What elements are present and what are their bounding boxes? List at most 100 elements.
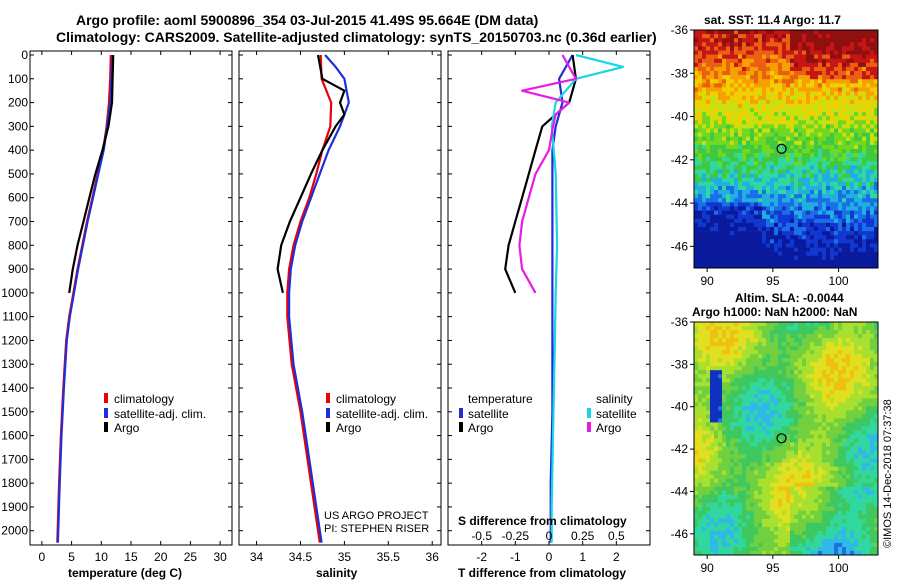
map-cell	[806, 218, 811, 224]
depth-tick-label: 0	[21, 48, 28, 62]
map-cell	[782, 466, 787, 471]
map-cell	[762, 124, 767, 129]
map-cell	[726, 79, 731, 84]
map-cell	[834, 91, 839, 96]
map-cell	[726, 140, 731, 146]
map-cell	[854, 259, 859, 265]
map-cell	[778, 358, 783, 363]
map-cell	[842, 140, 847, 146]
map-cell	[726, 414, 731, 419]
map-cell	[790, 231, 795, 236]
map-cell	[838, 116, 843, 121]
map-cell	[798, 374, 803, 379]
map-cell	[762, 402, 767, 407]
map-cell	[758, 251, 763, 256]
map-cell	[858, 103, 863, 109]
map-cell	[710, 38, 715, 43]
map-cell	[854, 169, 859, 174]
map-cell	[842, 66, 847, 72]
map-cell	[814, 34, 819, 39]
map-cell	[718, 157, 723, 162]
map-cell	[726, 190, 731, 195]
map-cell	[706, 366, 711, 371]
map-cell	[718, 194, 723, 199]
map-cell	[866, 185, 871, 191]
map-cell	[834, 50, 839, 55]
map-cell	[786, 530, 791, 536]
map-cell	[718, 462, 723, 467]
map-cell	[834, 128, 839, 133]
map-cell	[798, 79, 803, 84]
map-cell	[742, 202, 747, 207]
map-cell	[874, 79, 879, 84]
map-cell	[722, 546, 727, 552]
map-cell	[870, 235, 875, 240]
map-cell	[730, 474, 735, 479]
map-cell	[766, 83, 771, 88]
map-cell	[742, 382, 747, 387]
map-cell	[778, 502, 783, 508]
map-cell	[806, 149, 811, 154]
map-cell	[786, 62, 791, 68]
map-cell	[694, 426, 699, 431]
map-cell	[790, 522, 795, 528]
map-cell	[754, 494, 759, 500]
map-cell	[702, 99, 707, 105]
map-cell	[702, 398, 707, 403]
map-cell	[710, 534, 715, 540]
map-cell	[738, 107, 743, 113]
map-cell	[870, 42, 875, 47]
map-cell	[742, 362, 747, 367]
map-cell	[826, 370, 831, 375]
map-cell	[714, 506, 719, 512]
map-cell	[794, 358, 799, 363]
map-cell	[782, 66, 787, 72]
map-cell	[826, 153, 831, 158]
map-cell	[706, 406, 711, 411]
map-cell	[798, 538, 803, 544]
map-cell	[746, 99, 751, 105]
map-cell	[858, 202, 863, 207]
map-cell	[790, 430, 795, 435]
map-cell	[822, 402, 827, 407]
map-cell	[746, 177, 751, 183]
map-cell	[786, 198, 791, 203]
map-cell	[854, 161, 859, 166]
map-cell	[814, 438, 819, 443]
map-cell	[694, 181, 699, 187]
map-cell	[718, 95, 723, 101]
map-cell	[822, 30, 827, 35]
map-cell	[818, 462, 823, 467]
map-cell	[798, 50, 803, 55]
map-cell	[790, 470, 795, 475]
map-cell	[846, 198, 851, 203]
map-cell	[874, 161, 879, 166]
map-cell	[842, 83, 847, 88]
map-cell	[802, 514, 807, 520]
map-cell	[858, 144, 863, 150]
map-cell	[754, 62, 759, 68]
map-cell	[834, 157, 839, 162]
map-cell	[762, 75, 767, 80]
map-cell	[722, 466, 727, 471]
map-cell	[782, 38, 787, 43]
map-cell	[826, 124, 831, 129]
map-cell	[750, 374, 755, 379]
map-cell	[842, 91, 847, 96]
map-cell	[722, 346, 727, 351]
map-cell	[758, 430, 763, 435]
map-cell	[754, 247, 759, 252]
map-cell	[870, 255, 875, 261]
map-cell	[754, 438, 759, 443]
map-cell	[766, 390, 771, 395]
map-cell	[718, 177, 723, 183]
map-cell	[830, 140, 835, 146]
map-cell	[794, 107, 799, 113]
map-cell	[802, 462, 807, 467]
map-cell	[778, 374, 783, 379]
map-cell	[858, 62, 863, 68]
map-cell	[766, 66, 771, 72]
map-cell	[730, 50, 735, 55]
map-cell	[826, 406, 831, 411]
map-cell	[786, 446, 791, 451]
